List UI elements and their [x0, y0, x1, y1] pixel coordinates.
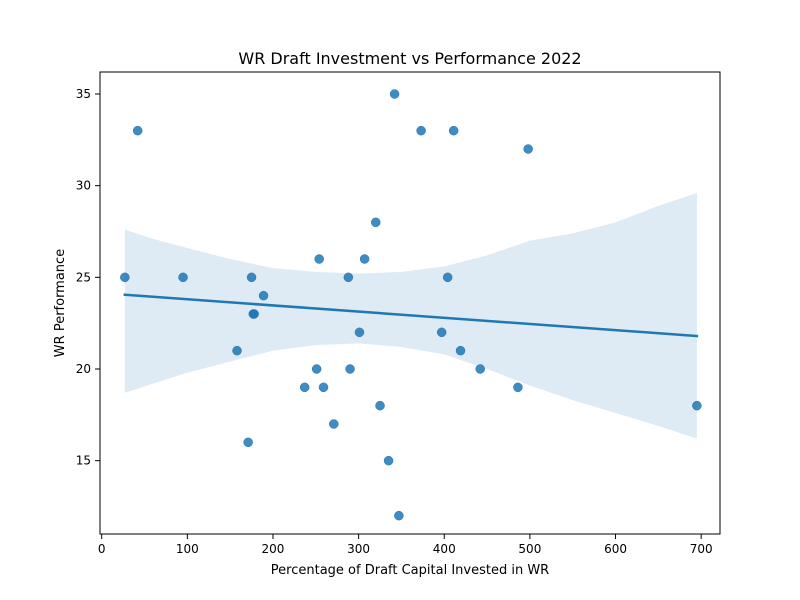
- data-point-18: [359, 254, 370, 264]
- data-point-15: [343, 272, 354, 283]
- data-point-1: [120, 272, 130, 283]
- data-point-29: [475, 364, 485, 374]
- x-tick-label-200: 200: [262, 542, 285, 556]
- x-axis-label: Percentage of Draft Capital Invested in …: [271, 563, 549, 578]
- y-tick-label-25: 25: [76, 270, 91, 284]
- data-point-26: [442, 272, 453, 283]
- data-point-2: [132, 125, 143, 136]
- data-point-10: [299, 382, 310, 393]
- data-points-layer: [120, 89, 702, 521]
- data-point-27: [448, 125, 459, 136]
- data-point-9: [258, 290, 269, 301]
- data-point-22: [389, 89, 400, 99]
- data-point-8: [249, 309, 259, 319]
- data-point-23: [394, 510, 404, 521]
- x-tick-label-100: 100: [176, 542, 199, 556]
- data-point-4: [232, 345, 242, 356]
- data-point-31: [523, 144, 533, 154]
- x-tick-label-700: 700: [690, 542, 713, 556]
- data-point-5: [243, 437, 253, 448]
- data-point-32: [692, 400, 702, 411]
- data-point-20: [375, 400, 385, 411]
- data-point-16: [345, 364, 355, 374]
- x-tick-label-500: 500: [518, 542, 541, 556]
- plot-frame: [99, 71, 721, 535]
- y-axis-label: WR Performance: [53, 249, 68, 357]
- data-point-21: [383, 455, 394, 466]
- x-axis-ticks: 0 100 200 300 400 500 600 700: [98, 534, 713, 556]
- x-tick-label-0: 0: [98, 542, 106, 556]
- data-point-6: [246, 272, 257, 283]
- data-point-30: [513, 382, 523, 393]
- data-point-19: [371, 217, 381, 228]
- y-axis-ticks: 15 20 25 30 35: [76, 87, 100, 468]
- data-point-12: [314, 254, 324, 264]
- data-point-14: [329, 419, 339, 429]
- data-point-3: [178, 272, 188, 283]
- x-tick-label-600: 600: [604, 542, 627, 556]
- y-tick-label-35: 35: [76, 87, 91, 101]
- data-point-17: [354, 327, 365, 338]
- y-tick-label-30: 30: [76, 179, 91, 193]
- chart-title: WR Draft Investment vs Performance 2022: [238, 49, 581, 68]
- y-tick-label-15: 15: [76, 454, 91, 468]
- data-point-24: [416, 125, 426, 136]
- x-tick-label-300: 300: [347, 542, 370, 556]
- regression-line: [123, 293, 699, 338]
- data-point-11: [311, 364, 322, 374]
- data-point-28: [455, 345, 466, 356]
- y-tick-label-20: 20: [76, 362, 91, 376]
- data-point-25: [436, 327, 447, 338]
- data-point-13: [318, 382, 329, 393]
- x-tick-label-400: 400: [433, 542, 456, 556]
- regression-line-layer: [123, 293, 699, 338]
